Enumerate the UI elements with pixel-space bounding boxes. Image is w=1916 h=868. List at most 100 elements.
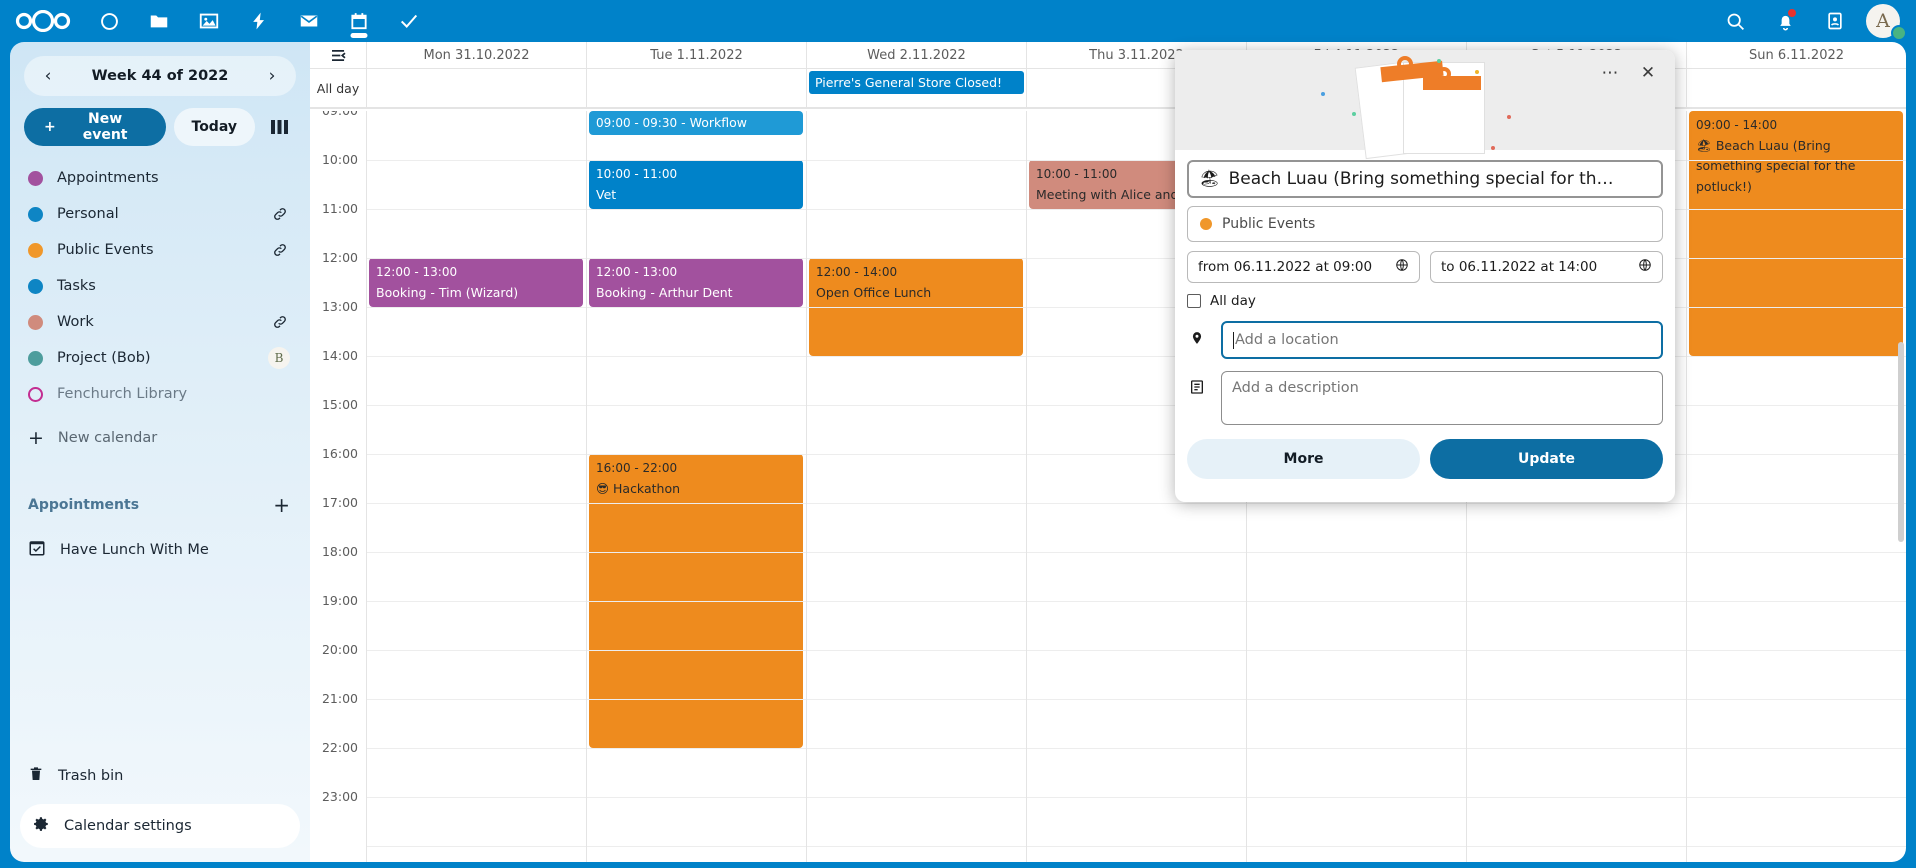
hour-gridline bbox=[1467, 797, 1686, 798]
trash-bin-button[interactable]: Trash bin bbox=[10, 754, 310, 798]
sidebar-item-personal[interactable]: Personal bbox=[10, 196, 310, 232]
contacts-icon[interactable] bbox=[1810, 0, 1860, 42]
hour-gridline bbox=[587, 356, 806, 357]
all-day-cell[interactable]: Pierre's General Store Closed! bbox=[807, 69, 1027, 107]
all-day-row: All day Pierre's General Store Closed! bbox=[310, 69, 1906, 109]
notification-badge bbox=[1788, 9, 1796, 17]
day-column-tue[interactable]: 09:00 - 09:30 - Workflow Discussion 10:0… bbox=[587, 111, 807, 862]
day-column-mon[interactable]: 12:00 - 13:00 Booking - Tim (Wizard) bbox=[367, 111, 587, 862]
share-link-icon[interactable] bbox=[270, 240, 290, 260]
share-link-icon[interactable] bbox=[270, 312, 290, 332]
all-day-cell[interactable] bbox=[587, 69, 807, 107]
new-calendar-label: New calendar bbox=[57, 430, 158, 446]
all-day-cell[interactable] bbox=[367, 69, 587, 107]
end-date-input[interactable]: to 06.11.2022 at 14:00 bbox=[1430, 251, 1663, 283]
hour-label: 09:00 bbox=[322, 111, 358, 118]
sidebar-item-project-bob[interactable]: Project (Bob) B bbox=[10, 340, 310, 376]
dashboard-icon[interactable] bbox=[84, 0, 134, 42]
all-day-event[interactable]: Pierre's General Store Closed! bbox=[809, 71, 1024, 94]
calendar-event[interactable]: 10:00 - 11:00 Meeting with Alice and Bob bbox=[1029, 160, 1243, 209]
hour-gridline bbox=[587, 307, 806, 308]
calendar-event[interactable]: 09:00 - 14:00 🏖 Beach Luau (Bring someth… bbox=[1689, 111, 1903, 356]
share-link-icon[interactable] bbox=[270, 204, 290, 224]
folder-icon[interactable] bbox=[134, 0, 184, 42]
hour-gridline bbox=[367, 503, 586, 504]
new-event-button[interactable]: + New event bbox=[24, 108, 166, 146]
calendar-scroll-area[interactable]: 09:00 10:00 11:00 12:00 13:00 14:00 15:0… bbox=[310, 111, 1906, 862]
hour-gridline bbox=[1467, 552, 1686, 553]
sidebar-item-fenchurch-library[interactable]: Fenchurch Library bbox=[10, 376, 310, 412]
update-button[interactable]: Update bbox=[1430, 439, 1663, 479]
appointment-item-have-lunch-with-me[interactable]: Have Lunch With Me bbox=[10, 530, 310, 570]
day-header[interactable]: Tue 1.11.2022 bbox=[587, 42, 807, 68]
avatar[interactable]: A bbox=[1864, 0, 1907, 42]
start-date-input[interactable]: from 06.11.2022 at 09:00 bbox=[1187, 251, 1420, 283]
calendar-name: Fenchurch Library bbox=[57, 386, 188, 402]
event-title: 😎 Hackathon bbox=[596, 480, 681, 496]
new-event-label: New event bbox=[82, 111, 128, 143]
previous-week-button[interactable]: ‹ bbox=[44, 66, 52, 86]
hour-label: 16:00 bbox=[321, 446, 358, 461]
vertical-scrollbar[interactable] bbox=[1898, 342, 1904, 542]
sidebar-item-public-events[interactable]: Public Events bbox=[10, 232, 310, 268]
hour-gridline bbox=[587, 160, 806, 161]
day-header[interactable]: Sun 6.11.2022 bbox=[1748, 47, 1845, 63]
all-day-checkbox-row[interactable]: All day bbox=[1187, 293, 1663, 309]
day-column-sun[interactable]: 09:00 - 14:00 🏖 Beach Luau (Bring someth… bbox=[1687, 111, 1906, 862]
collapse-icon[interactable] bbox=[310, 42, 367, 68]
sidebar-item-appointments[interactable]: Appointments bbox=[10, 160, 310, 196]
search-icon[interactable] bbox=[1710, 0, 1760, 42]
all-day-cell[interactable] bbox=[1687, 69, 1906, 107]
hour-gridline bbox=[1027, 258, 1246, 259]
next-week-button[interactable]: › bbox=[268, 66, 276, 86]
all-day-checkbox[interactable] bbox=[1187, 294, 1201, 308]
day-column-wed[interactable]: 12:00 - 14:00 Open Office Lunch bbox=[807, 111, 1027, 862]
day-header[interactable]: Mon 31.10.2022 bbox=[367, 42, 587, 68]
trash-icon bbox=[28, 765, 44, 787]
lightning-icon[interactable] bbox=[234, 0, 284, 42]
add-appointment-button[interactable]: + bbox=[273, 493, 290, 517]
calendar-event[interactable]: 12:00 - 13:00 Booking - Tim (Wizard) bbox=[369, 258, 583, 307]
hour-gridline bbox=[1027, 356, 1246, 357]
calendar-sidebar: ‹ Week 44 of 2022 › + New event Today Ap… bbox=[10, 42, 310, 862]
calendar-select[interactable]: Public Events bbox=[1187, 206, 1663, 242]
globe-icon[interactable] bbox=[1638, 258, 1652, 276]
end-date-value: to 06.11.2022 at 14:00 bbox=[1441, 259, 1598, 275]
calendar-settings-button[interactable]: Calendar settings bbox=[20, 804, 300, 848]
calendar-name: Appointments bbox=[57, 170, 159, 186]
check-icon[interactable] bbox=[384, 0, 434, 42]
current-week-label: Week 44 of 2022 bbox=[91, 68, 229, 84]
hour-gridline bbox=[807, 160, 1026, 161]
nextcloud-logo[interactable] bbox=[12, 0, 74, 42]
new-calendar-button[interactable]: + New calendar bbox=[10, 418, 310, 458]
calendar-event[interactable]: 10:00 - 11:00 Vet bbox=[589, 160, 803, 209]
envelope-icon[interactable] bbox=[284, 0, 334, 42]
calendar-event[interactable]: 12:00 - 13:00 Booking - Arthur Dent bbox=[589, 258, 803, 307]
bell-icon[interactable] bbox=[1760, 0, 1810, 42]
calendar-icon[interactable] bbox=[334, 0, 384, 42]
hour-gridline bbox=[1687, 209, 1906, 210]
all-day-cell[interactable] bbox=[1467, 69, 1687, 107]
columns-icon[interactable] bbox=[263, 108, 296, 146]
hour-gridline bbox=[1687, 405, 1906, 406]
location-input[interactable]: Add a location bbox=[1221, 321, 1663, 359]
hour-gridline bbox=[1247, 748, 1466, 749]
hour-gridline bbox=[1467, 846, 1686, 847]
sidebar-item-work[interactable]: Work bbox=[10, 304, 310, 340]
more-button[interactable]: More bbox=[1187, 439, 1420, 479]
description-input[interactable]: Add a description bbox=[1221, 371, 1663, 425]
close-icon[interactable]: ✕ bbox=[1640, 63, 1656, 83]
calendar-name: Work bbox=[57, 314, 94, 330]
hour-gridline bbox=[807, 797, 1026, 798]
image-icon[interactable] bbox=[184, 0, 234, 42]
event-time: 09:00 - 09:30 bbox=[596, 116, 678, 130]
event-title-input[interactable]: 🏖 Beach Luau (Bring something special fo… bbox=[1187, 160, 1663, 198]
more-actions-icon[interactable]: ⋯ bbox=[1601, 63, 1619, 83]
trash-bin-label: Trash bin bbox=[58, 768, 124, 784]
today-button[interactable]: Today bbox=[173, 108, 255, 146]
day-header[interactable]: Wed 2.11.2022 bbox=[807, 42, 1027, 68]
hour-label: 18:00 bbox=[321, 544, 358, 559]
sidebar-item-tasks[interactable]: Tasks bbox=[10, 268, 310, 304]
calendar-event[interactable]: 09:00 - 09:30 - Workflow Discussion bbox=[589, 111, 803, 135]
globe-icon[interactable] bbox=[1395, 258, 1409, 276]
